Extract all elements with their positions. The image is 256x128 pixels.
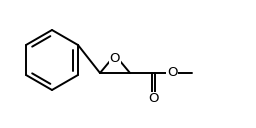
Text: O: O bbox=[110, 51, 120, 65]
Text: O: O bbox=[167, 67, 177, 79]
Text: O: O bbox=[148, 93, 159, 105]
